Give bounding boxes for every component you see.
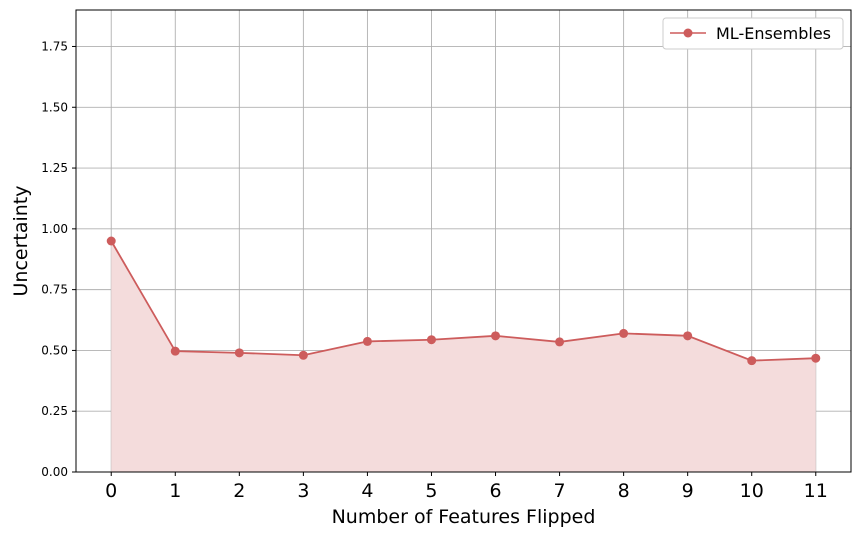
- area-fill-ml-ensembles: [111, 241, 816, 472]
- x-tick-label: 5: [425, 480, 437, 502]
- y-tick-label: 1.25: [41, 161, 68, 175]
- data-point-4: [362, 336, 372, 346]
- y-axis-label: Uncertainty: [10, 185, 32, 296]
- y-tick-label: 0.50: [41, 343, 68, 357]
- x-tick-label: 7: [554, 480, 566, 502]
- data-point-2: [234, 348, 244, 358]
- data-point-10: [747, 356, 757, 366]
- data-point-1: [170, 346, 180, 356]
- x-tick-label: 10: [740, 480, 764, 502]
- data-point-9: [683, 331, 693, 341]
- data-point-5: [426, 335, 436, 345]
- series-line-ml-ensembles: [110, 240, 816, 362]
- x-tick-label: 6: [489, 480, 501, 502]
- y-tick-label: 0.00: [41, 465, 68, 479]
- x-tick-label: 9: [682, 480, 694, 502]
- y-tick-label: 0.75: [41, 283, 68, 297]
- y-tick-label: 1.75: [41, 39, 68, 53]
- y-tick-label: 1.50: [41, 100, 68, 114]
- y-axis-ticks: 0.00 0.25 0.50 0.75 1.00 1.25 1.50 1.75: [41, 39, 76, 479]
- data-point-0: [106, 236, 116, 246]
- x-tick-label: 1: [169, 480, 181, 502]
- x-tick-label: 2: [233, 480, 245, 502]
- data-point-11: [811, 353, 821, 363]
- legend: ML-Ensembles: [662, 17, 844, 50]
- data-point-7: [555, 337, 565, 347]
- data-points: [106, 236, 821, 366]
- data-point-8: [619, 328, 629, 338]
- y-tick-label: 0.25: [41, 404, 68, 418]
- x-tick-label: 3: [297, 480, 309, 502]
- data-point-6: [491, 331, 501, 341]
- x-axis-ticks: 0 1 2 3 4 5 6 7 8 9 10 11: [105, 472, 828, 502]
- legend-entry-ml-ensembles: ML-Ensembles: [716, 24, 831, 43]
- legend-marker: [683, 28, 693, 38]
- x-tick-label: 11: [804, 480, 828, 502]
- plot-frame: [75, 9, 852, 473]
- data-point-3: [298, 350, 308, 360]
- x-axis-label: Number of Features Flipped: [332, 506, 596, 528]
- x-tick-label: 0: [105, 480, 117, 502]
- x-tick-label: 4: [361, 480, 373, 502]
- x-tick-label: 8: [618, 480, 630, 502]
- y-tick-label: 1.00: [41, 222, 68, 236]
- legend-box: [662, 17, 844, 50]
